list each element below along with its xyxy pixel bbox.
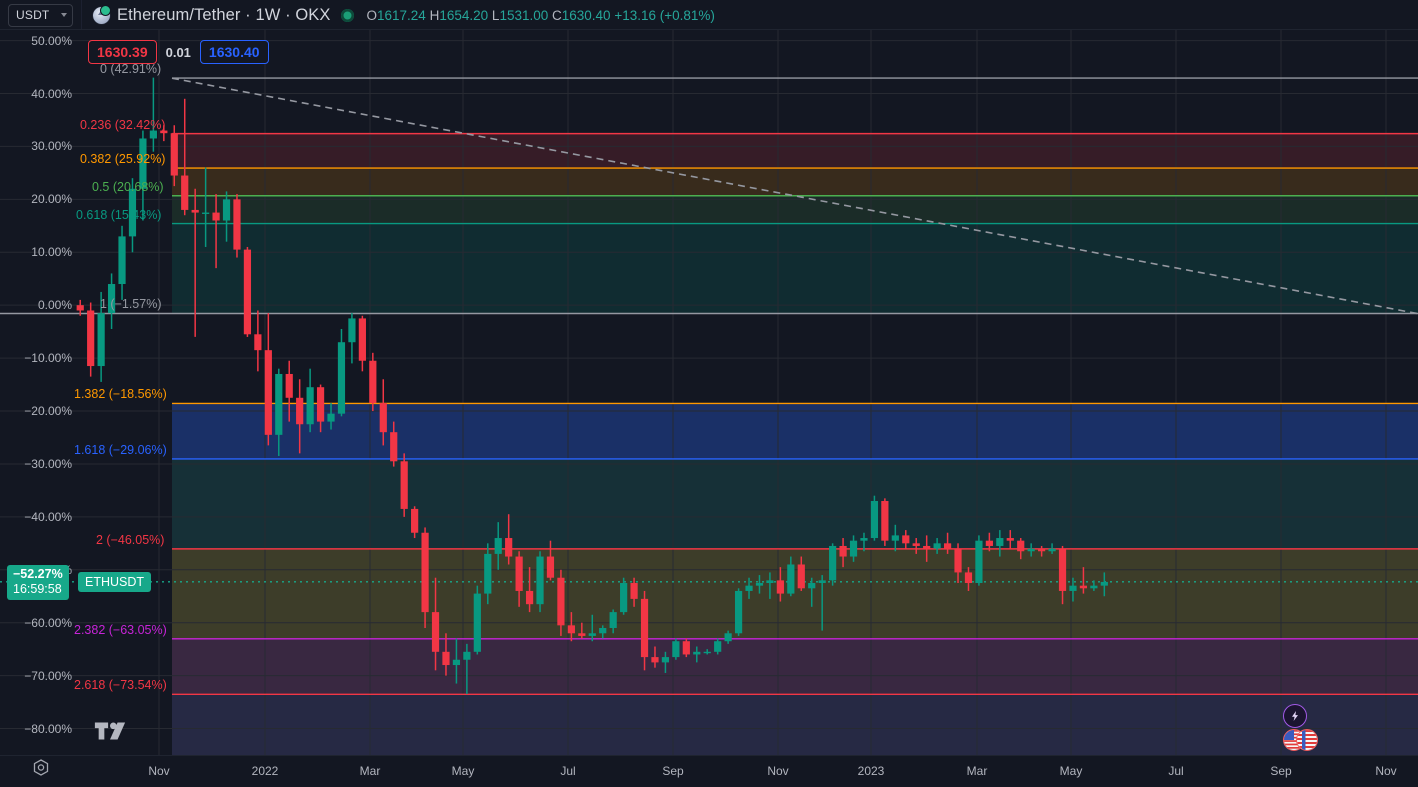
chevron-down-icon [61,13,67,17]
fib-level-label: 2.618 (−73.54%) [74,678,167,693]
ohlc-readout: O1617.24 H1654.20 L1531.00 C1630.40 +13.… [367,8,715,23]
toolbar-divider [81,0,82,30]
fib-level-label: 1 (−1.57%) [100,297,162,312]
time-axis-tick: May [1059,764,1083,778]
time-axis-tick: 2023 [857,764,885,778]
bar-countdown: 16:59:58 [13,581,62,596]
time-axis-tick: Mar [359,764,381,778]
ohlc-low-label: L [491,7,500,23]
time-axis-tick: Mar [966,764,988,778]
current-price-value: −52.27% [13,566,63,581]
time-axis-tick: May [451,764,475,778]
fib-level-label: 2.382 (−63.05%) [74,622,167,637]
fib-level-label: 0 (42.91%) [100,62,162,77]
time-axis-tick: Jul [1168,764,1184,778]
tradingview-logo [94,722,126,740]
symbol-group[interactable]: Ethereum/Tether · 1W · OKX [93,4,331,25]
time-axis-tick: Nov [767,764,789,778]
fib-level-label: 1.618 (−29.06%) [74,442,167,457]
bid-price-box[interactable]: 1630.39 [88,40,157,64]
time-axis-tick: Nov [1375,764,1397,778]
chart-plot-area[interactable] [0,30,1418,755]
time-axis-tick: 2022 [251,764,279,778]
toolbar-bottom-border [0,29,1418,30]
ohlc-change: +13.16 (+0.81%) [614,7,715,23]
time-axis-tick: Sep [662,764,684,778]
time-axis-tick: Sep [1270,764,1292,778]
ohlc-close-label: C [552,7,562,23]
spread-value: 0.01 [165,44,191,60]
market-open-dot-icon[interactable] [340,8,354,22]
currency-select-value: USDT [16,8,50,22]
candlestick-svg [0,30,1418,755]
series-name-tag: ETHUSDT [78,571,152,592]
time-axis-tick: Jul [560,764,576,778]
fib-level-label: 1.382 (−18.56%) [74,387,167,402]
ethereum-coin-icon [93,4,111,24]
ohlc-high-label: H [429,7,440,23]
ohlc-low-value: 1531.00 [499,7,549,23]
currency-select[interactable]: USDT [8,3,73,27]
fib-level-label: 0.382 (25.92%) [80,152,166,166]
fib-level-label: 0.236 (32.42%) [80,117,166,132]
symbol-status-dot-icon [100,4,111,16]
current-price-tag[interactable]: −52.27% 16:59:58 [7,564,69,600]
lightning-bolt-icon[interactable] [1283,704,1307,728]
ohlc-open-label: O [366,7,378,23]
chart-settings-icon[interactable] [31,758,51,778]
fib-level-label: 2 (−46.05%) [96,532,165,547]
time-axis-tick: Nov [148,764,170,778]
ask-price-box[interactable]: 1630.40 [199,40,269,64]
ohlc-open-value: 1617.24 [377,7,426,23]
top-toolbar: USDT Ethereum/Tether · 1W · OKX O1617.24… [0,0,1418,30]
symbol-title: Ethereum/Tether · 1W · OKX [117,5,331,24]
fib-level-label: 0.618 (15.43%) [76,207,162,222]
ohlc-high-value: 1654.20 [439,7,489,23]
quote-row: 1630.39 0.01 1630.40 [88,40,269,64]
time-axis[interactable]: Nov 2022 Mar May Jul Sep Nov 2023 Mar May Jul Sep No… [0,755,1418,787]
ohlc-close-value: 1630.40 [561,7,611,23]
fib-level-label: 0.5 (20.68%) [92,179,164,194]
